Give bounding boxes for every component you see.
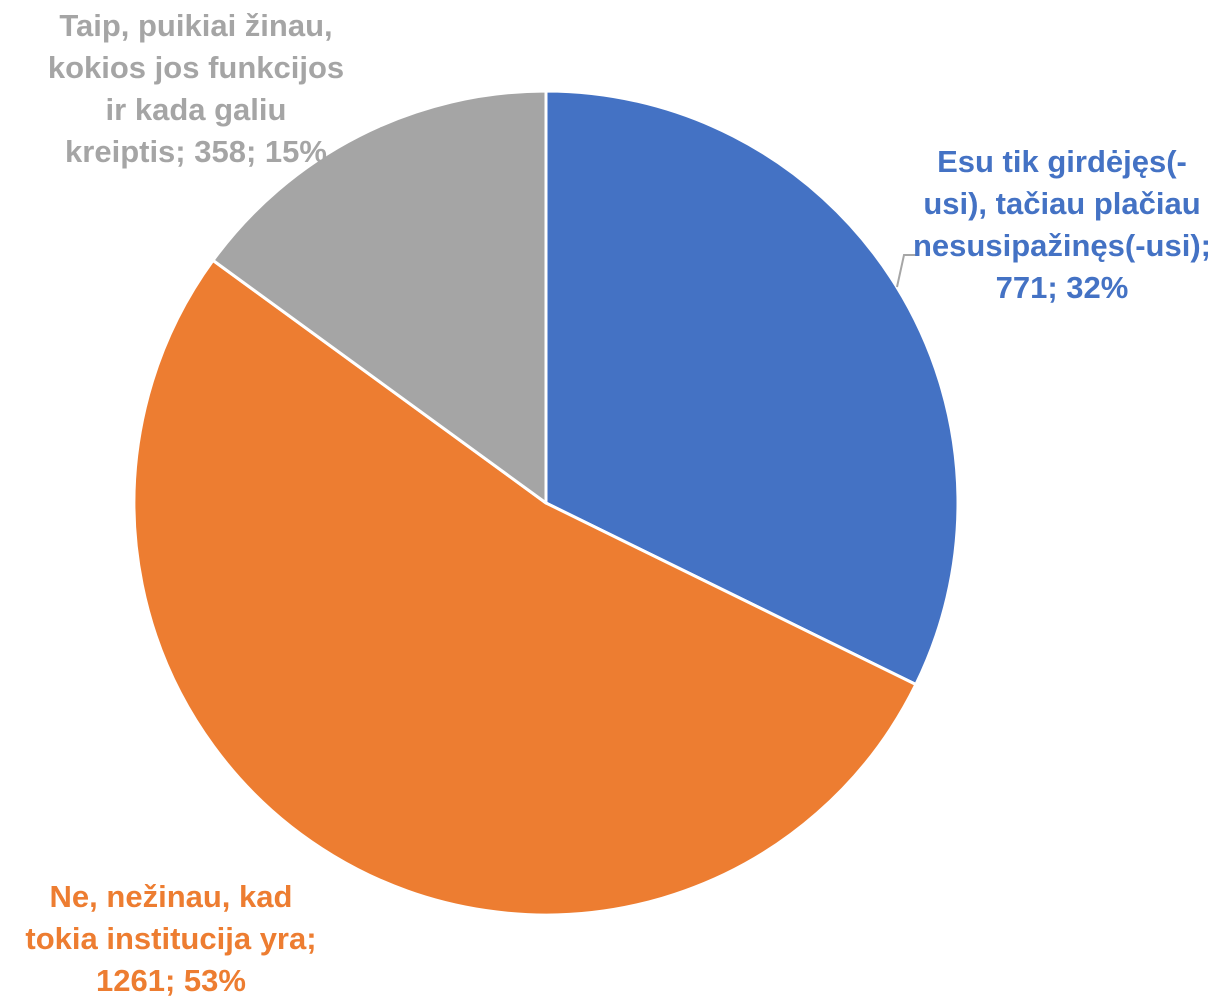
data-label-3: Taip, puikiai žinau, kokios jos funkcijos…: [48, 8, 344, 169]
pie-slice-3: [211, 89, 548, 505]
data-label-1-line-2: usi), tačiau plačiau: [923, 186, 1200, 221]
data-label-3-line-1: Taip, puikiai žinau,: [59, 8, 332, 43]
pie-slice-2: [132, 258, 918, 917]
data-label-1-line-1: Esu tik girdėjęs(-: [937, 144, 1187, 179]
data-label-1-line-4: 771; 32%: [996, 270, 1129, 305]
data-label-3-line-4: kreiptis; 358; 15%: [65, 134, 327, 169]
data-label-2-line-1: Ne, nežinau, kad: [50, 879, 293, 914]
data-label-2: Ne, nežinau, kad tokia institucija yra; 12…: [25, 879, 316, 998]
data-label-2-line-3: 1261; 53%: [96, 963, 246, 998]
leader-line-slice-1: [896, 254, 918, 288]
data-label-3-line-3: ir kada galiu: [106, 92, 287, 127]
data-label-2-line-2: tokia institucija yra;: [25, 921, 316, 956]
data-label-1-line-3: nesusipažinęs(-usi);: [913, 228, 1211, 263]
pie-slice-1: [544, 89, 960, 686]
pie-slices: [132, 89, 960, 917]
pie-data-labels: Esu tik girdėjęs(- usi), tačiau plačiau ne…: [25, 8, 1211, 998]
data-label-1: Esu tik girdėjęs(- usi), tačiau plačiau ne…: [913, 144, 1211, 305]
data-label-3-line-2: kokios jos funkcijos: [48, 50, 344, 85]
